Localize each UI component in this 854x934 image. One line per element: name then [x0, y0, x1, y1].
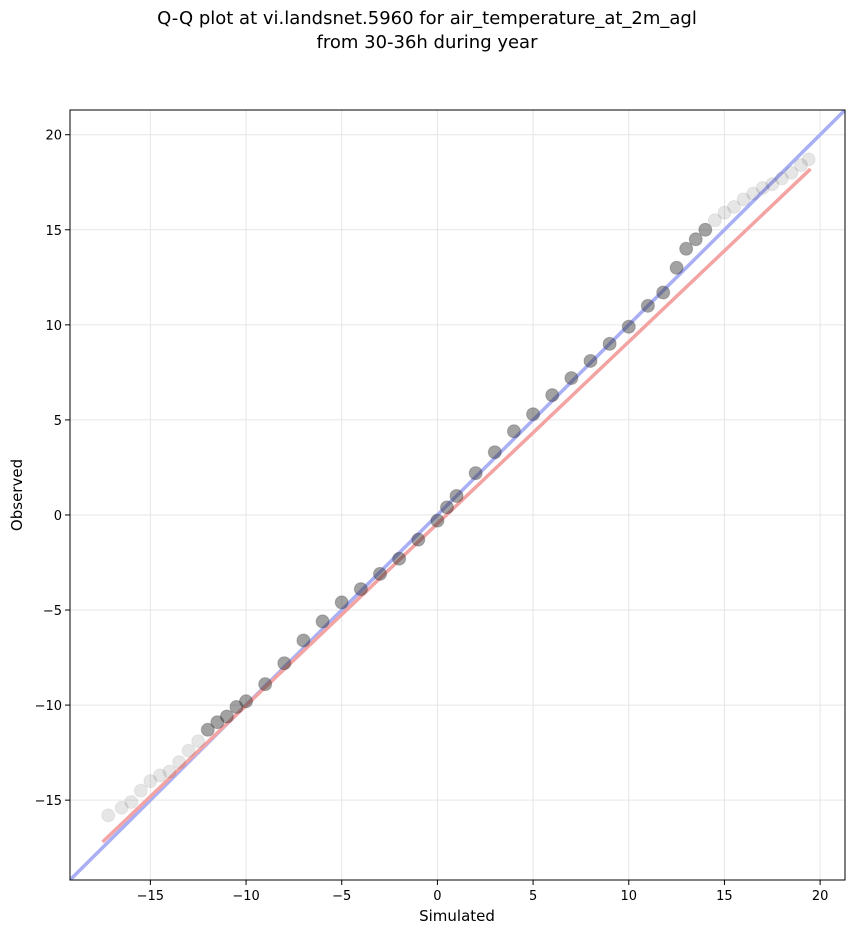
x-tick-label: −15	[137, 889, 164, 904]
chart-title-line1: Q-Q plot at vi.landsnet.5960 for air_tem…	[157, 8, 697, 29]
y-tick-label: −10	[35, 699, 62, 714]
y-axis-label: Observed	[8, 459, 26, 531]
quantile-point	[334, 595, 349, 610]
quantile-point	[746, 186, 761, 201]
x-axis-label: Simulated	[419, 907, 495, 925]
quantile-point	[698, 222, 713, 237]
quantile-point	[114, 800, 129, 815]
quantile-point	[239, 694, 254, 709]
quantile-point	[353, 582, 368, 597]
y-axis-ticks: −15 −10 −5 0 5 10 15 20	[35, 129, 70, 809]
quantile-point	[373, 566, 387, 581]
quantile-point	[564, 371, 579, 386]
quantile-point	[717, 205, 732, 220]
quantile-point	[468, 466, 483, 481]
quantile-point	[506, 424, 521, 439]
quantile-point	[688, 232, 703, 247]
quantile-point	[727, 199, 742, 214]
quantile-point	[200, 722, 215, 737]
quantile-points	[101, 152, 816, 823]
quantile-point	[583, 353, 598, 368]
quantile-point	[143, 774, 158, 789]
y-tick-label: 5	[54, 414, 62, 429]
quantile-point	[449, 488, 464, 503]
quantile-point	[392, 551, 407, 566]
y-tick-label: 20	[45, 129, 62, 144]
y-tick-label: 0	[54, 509, 62, 524]
quantile-point	[801, 152, 816, 167]
quantile-point	[181, 743, 196, 758]
quantile-point	[602, 336, 617, 351]
x-tick-label: −5	[332, 889, 351, 904]
reference-lines	[70, 110, 845, 880]
x-tick-label: 5	[529, 889, 537, 904]
quantile-point	[621, 319, 636, 334]
quantile-point	[430, 513, 445, 528]
fit-line	[101, 167, 812, 844]
quantile-point	[191, 734, 206, 749]
quantile-point	[172, 755, 187, 770]
x-tick-label: 10	[620, 889, 637, 904]
quantile-point	[219, 709, 234, 724]
quantile-point	[258, 677, 273, 692]
quantile-point	[774, 171, 789, 186]
quantile-point	[487, 445, 502, 460]
y-tick-label: −15	[35, 794, 62, 809]
quantile-point	[229, 699, 244, 714]
quantile-point	[101, 808, 116, 823]
y-tick-label: −5	[43, 604, 62, 619]
quantile-point	[411, 532, 426, 547]
quantile-point	[296, 633, 311, 648]
quantile-point	[545, 388, 560, 403]
x-tick-label: 0	[433, 889, 441, 904]
quantile-point	[679, 241, 694, 256]
quantile-point	[152, 768, 167, 783]
quantile-point	[736, 192, 751, 207]
quantile-point	[133, 783, 148, 798]
quantile-point	[315, 614, 330, 629]
quantile-point	[656, 285, 671, 300]
grid-lines	[70, 110, 845, 880]
quantile-point	[210, 715, 225, 730]
quantile-point	[640, 298, 655, 313]
x-tick-label: 15	[716, 889, 733, 904]
quantile-point	[784, 165, 799, 180]
quantile-point	[162, 764, 177, 779]
plot-frame	[69, 109, 846, 881]
quantile-point	[669, 260, 684, 275]
quantile-point	[793, 158, 808, 173]
y-tick-label: 15	[45, 224, 62, 239]
x-axis-ticks: −15 −10 −5 0 5 10 15 20	[137, 880, 829, 904]
quantile-point	[526, 407, 541, 422]
quantile-point	[124, 795, 139, 810]
y-tick-label: 10	[45, 319, 62, 334]
quantile-point	[755, 180, 770, 195]
x-tick-label: −10	[232, 889, 259, 904]
chart-title-line2: from 30-36h during year	[316, 32, 538, 53]
quantile-point	[707, 213, 722, 228]
quantile-point	[439, 500, 454, 515]
x-tick-label: 20	[812, 889, 829, 904]
quantile-point	[277, 656, 292, 671]
quantile-point	[765, 177, 780, 192]
